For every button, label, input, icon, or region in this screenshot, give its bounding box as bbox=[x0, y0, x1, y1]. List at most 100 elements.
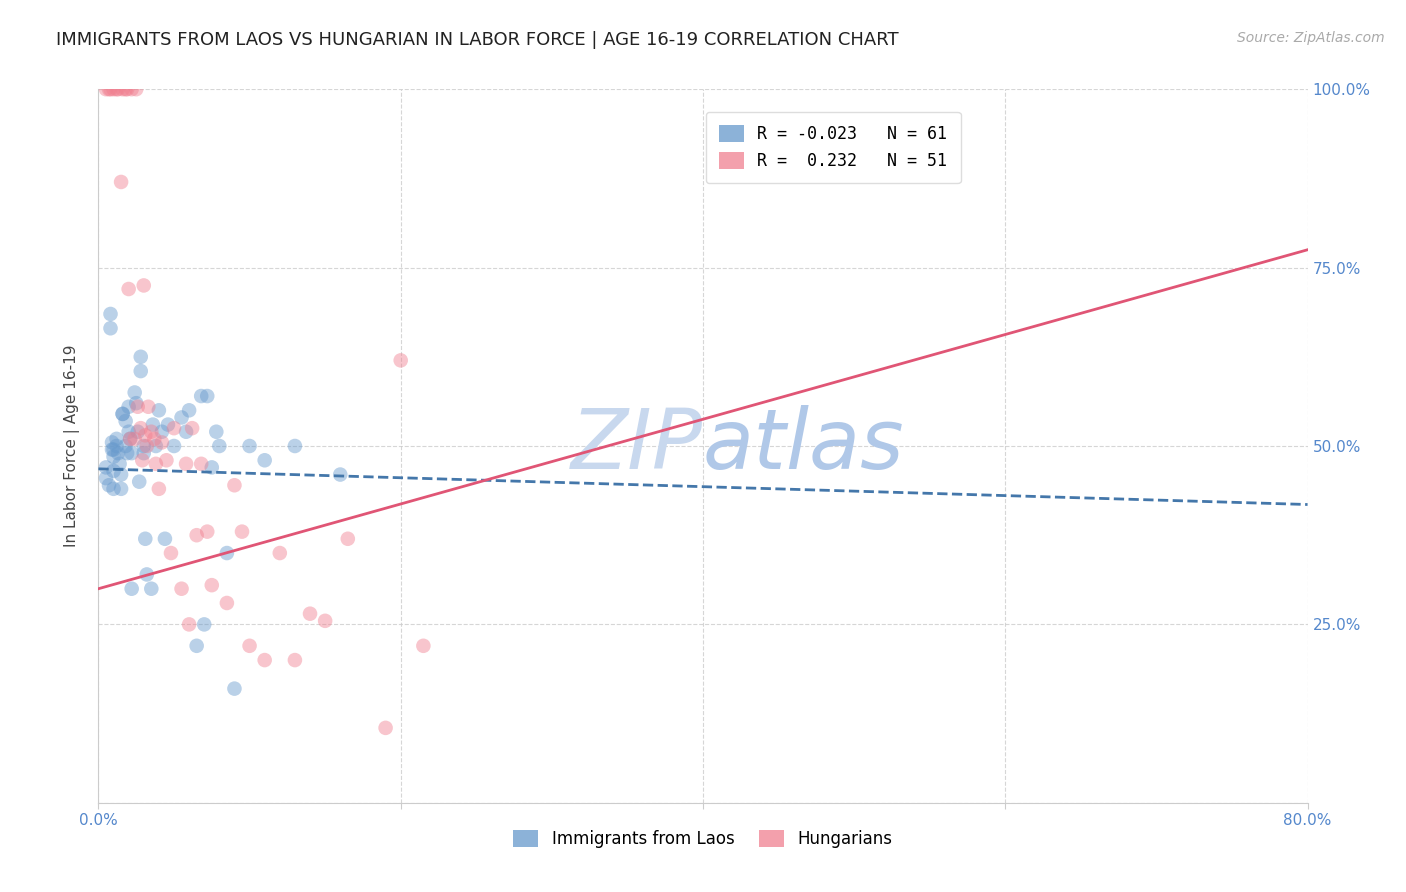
Point bbox=[131, 453, 153, 467]
Point bbox=[107, 446, 129, 460]
Point bbox=[174, 457, 197, 471]
Point bbox=[186, 639, 208, 653]
Point bbox=[105, 432, 128, 446]
Point bbox=[101, 442, 124, 457]
Point bbox=[143, 432, 166, 446]
Point bbox=[148, 482, 170, 496]
Point bbox=[118, 425, 141, 439]
Point bbox=[101, 435, 124, 450]
Point bbox=[201, 460, 224, 475]
Point bbox=[100, 321, 122, 335]
Point bbox=[103, 82, 125, 96]
Point bbox=[314, 614, 336, 628]
Text: ZIP: ZIP bbox=[571, 406, 703, 486]
Point bbox=[103, 450, 125, 464]
Point bbox=[114, 439, 136, 453]
Point bbox=[181, 421, 204, 435]
Text: atlas: atlas bbox=[703, 406, 904, 486]
Point bbox=[179, 403, 201, 417]
Point bbox=[269, 546, 291, 560]
Point bbox=[125, 396, 148, 410]
Point bbox=[193, 617, 215, 632]
Point bbox=[374, 721, 396, 735]
Point bbox=[120, 432, 142, 446]
Point bbox=[110, 482, 132, 496]
Point bbox=[103, 464, 125, 478]
Point bbox=[118, 400, 141, 414]
Point bbox=[100, 82, 122, 96]
Point bbox=[98, 478, 121, 492]
Point bbox=[239, 639, 262, 653]
Point bbox=[110, 175, 132, 189]
Point bbox=[284, 653, 307, 667]
Point bbox=[190, 389, 212, 403]
Point bbox=[125, 82, 148, 96]
Point bbox=[100, 307, 122, 321]
Y-axis label: In Labor Force | Age 16-19: In Labor Force | Age 16-19 bbox=[63, 344, 80, 548]
Point bbox=[174, 425, 197, 439]
Point bbox=[105, 82, 128, 96]
Point bbox=[124, 385, 146, 400]
Point bbox=[121, 82, 143, 96]
Point bbox=[215, 596, 238, 610]
Point bbox=[115, 82, 138, 96]
Point bbox=[150, 435, 173, 450]
Point bbox=[215, 546, 238, 560]
Point bbox=[195, 389, 218, 403]
Point bbox=[224, 478, 246, 492]
Point bbox=[150, 425, 173, 439]
Point bbox=[94, 82, 117, 96]
Point bbox=[141, 582, 163, 596]
Point bbox=[120, 432, 142, 446]
Point bbox=[136, 400, 159, 414]
Point bbox=[134, 532, 156, 546]
Point bbox=[389, 353, 412, 368]
Point bbox=[129, 364, 152, 378]
Point bbox=[121, 446, 143, 460]
Text: Source: ZipAtlas.com: Source: ZipAtlas.com bbox=[1237, 31, 1385, 45]
Point bbox=[179, 617, 201, 632]
Point bbox=[134, 428, 156, 442]
Point bbox=[132, 446, 155, 460]
Point bbox=[135, 439, 157, 453]
Legend: Immigrants from Laos, Hungarians: Immigrants from Laos, Hungarians bbox=[506, 823, 900, 855]
Point bbox=[127, 425, 149, 439]
Point bbox=[329, 467, 352, 482]
Point bbox=[148, 403, 170, 417]
Point bbox=[412, 639, 434, 653]
Point bbox=[135, 567, 157, 582]
Point bbox=[108, 457, 131, 471]
Point bbox=[163, 439, 186, 453]
Point bbox=[239, 439, 262, 453]
Point bbox=[205, 425, 228, 439]
Point bbox=[132, 439, 155, 453]
Point bbox=[201, 578, 224, 592]
Point bbox=[253, 453, 276, 467]
Point bbox=[118, 282, 141, 296]
Point bbox=[129, 350, 152, 364]
Point bbox=[141, 425, 163, 439]
Point bbox=[170, 582, 193, 596]
Point bbox=[94, 471, 117, 485]
Point bbox=[127, 400, 149, 414]
Point bbox=[195, 524, 218, 539]
Point bbox=[186, 528, 208, 542]
Point bbox=[155, 453, 177, 467]
Point bbox=[124, 432, 146, 446]
Point bbox=[190, 457, 212, 471]
Point bbox=[163, 421, 186, 435]
Point bbox=[103, 442, 125, 457]
Point bbox=[145, 457, 167, 471]
Point bbox=[231, 524, 253, 539]
Point bbox=[105, 439, 128, 453]
Text: IMMIGRANTS FROM LAOS VS HUNGARIAN IN LABOR FORCE | AGE 16-19 CORRELATION CHART: IMMIGRANTS FROM LAOS VS HUNGARIAN IN LAB… bbox=[56, 31, 898, 49]
Point bbox=[115, 446, 138, 460]
Point bbox=[253, 653, 276, 667]
Point bbox=[107, 82, 129, 96]
Point bbox=[156, 417, 179, 432]
Point bbox=[129, 421, 152, 435]
Point bbox=[111, 82, 134, 96]
Point bbox=[111, 407, 134, 421]
Point bbox=[114, 414, 136, 428]
Point bbox=[121, 582, 143, 596]
